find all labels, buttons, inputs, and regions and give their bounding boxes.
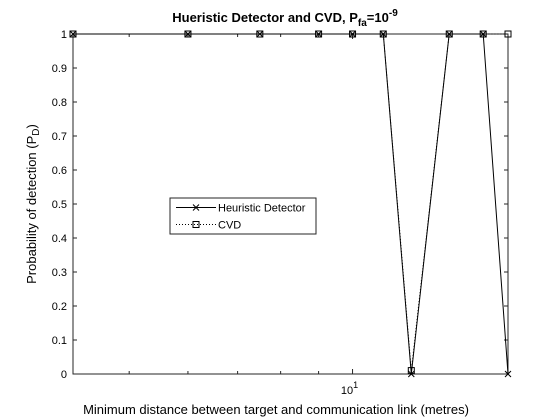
data-point-heuristic (315, 30, 322, 38)
legend-label-cvd: CVD (218, 220, 241, 232)
y-axis-label-subscript: D (31, 128, 42, 135)
legend-label-heuristic: Heuristic Detector (218, 203, 306, 215)
y-axis-label-close: ) (24, 124, 39, 128)
data-point-heuristic (504, 370, 512, 378)
y-tick-label: 0.8 (52, 97, 67, 109)
x-tick-label-base: 10 (341, 385, 353, 397)
chart-title-subscript: fa (358, 18, 367, 29)
y-axis-label-main: Probability of detection (P (24, 136, 39, 284)
data-point-cvd (479, 30, 487, 38)
data-point-cvd (184, 30, 192, 38)
series-layer (69, 30, 512, 378)
legend-marker-cvd (192, 221, 200, 228)
chart-title: Hueristic Detector and CVD, Pfa=10-9 (172, 8, 398, 29)
x-axis-ticks: 101 (128, 34, 358, 397)
chart-title-main: Hueristic Detector and CVD, P (172, 10, 358, 25)
data-point-cvd (379, 30, 387, 38)
data-point-cvd (445, 30, 453, 38)
data-point-cvd (69, 30, 77, 38)
y-tick-label: 0.6 (52, 165, 67, 177)
data-point-heuristic (379, 30, 387, 38)
x-axis-label: Minimum distance between target and comm… (83, 402, 469, 417)
data-point-cvd (407, 367, 415, 375)
y-tick-label: 0 (61, 369, 67, 381)
y-tick-label: 0.7 (52, 131, 67, 143)
legend: Heuristic Detector CVD (169, 197, 317, 235)
y-axis-label: Probability of detection (PD) (24, 124, 42, 284)
data-point-cvd (504, 30, 512, 38)
x-tick-label: 101 (341, 380, 358, 397)
y-tick-label: 0.9 (52, 63, 67, 75)
y-tick-label: 0.5 (52, 199, 67, 211)
data-point-cvd (315, 30, 323, 38)
x-tick-label-exponent: 1 (353, 380, 358, 390)
y-tick-label: 0.1 (52, 335, 67, 347)
series-line-1 (73, 33, 508, 371)
data-point-heuristic (445, 30, 453, 38)
chart-title-mid: =10 (367, 10, 389, 25)
y-tick-label: 0.2 (52, 301, 67, 313)
y-tick-label: 0.4 (52, 233, 67, 245)
y-tick-label: 0.3 (52, 267, 67, 279)
y-axis-ticks: 0 0.1 0.2 0.3 0.4 0.5 0.6 0.7 0.8 0.9 1 (52, 29, 508, 381)
data-point-cvd (349, 30, 357, 38)
data-point-cvd (256, 30, 264, 38)
legend-marker-heuristic (192, 204, 200, 211)
chart-title-superscript: -9 (389, 8, 398, 19)
y-tick-label: 1 (61, 29, 67, 41)
